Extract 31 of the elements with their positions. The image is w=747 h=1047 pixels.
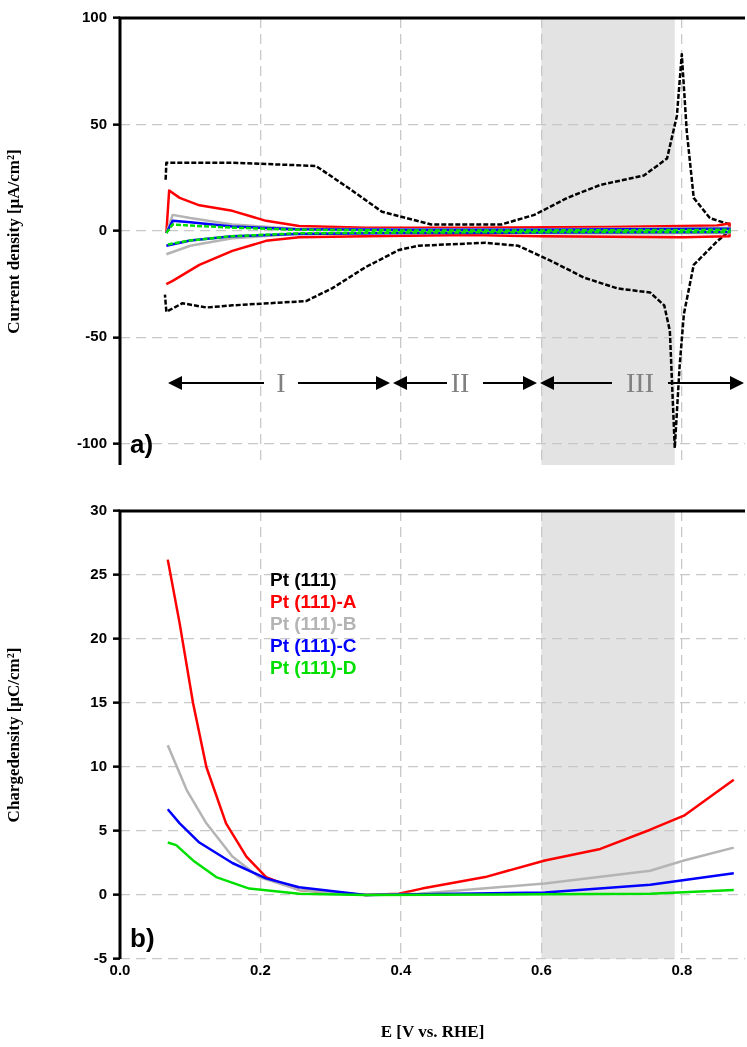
y-axis-title: Current density [μA/cm²] — [3, 149, 23, 334]
y-tick-label: 5 — [98, 821, 107, 839]
y-tick-label: -5 — [93, 949, 107, 967]
x-tick-label: 0.0 — [109, 961, 131, 979]
text: Pt (111)-B — [270, 613, 357, 635]
y-tick-label: 30 — [90, 501, 107, 519]
y-tick-label: 15 — [90, 693, 107, 711]
x-tick-label: 0.8 — [671, 961, 693, 979]
text: Pt (111)-A — [270, 591, 357, 613]
y-tick-label: -50 — [85, 327, 107, 345]
x-axis-title: E [V vs. RHE] — [380, 1022, 485, 1042]
y-tick-label: 50 — [90, 114, 107, 132]
y-axis-title: Chargedensity [μC/cm²] — [3, 647, 23, 823]
x-tick-label: 0.4 — [390, 961, 412, 979]
text: Pt (111)-C — [270, 635, 357, 657]
text: Pt (111)-D — [270, 657, 357, 679]
annotation: a) — [130, 429, 154, 460]
annotation: III — [625, 366, 655, 400]
legend-label: Pt (111) — [270, 569, 337, 591]
y-tick-label: -100 — [76, 433, 107, 451]
y-tick-label: 25 — [90, 565, 107, 583]
annotation: I — [275, 366, 287, 400]
x-tick-label: 0.6 — [530, 961, 552, 979]
annotation: b) — [130, 923, 155, 954]
y-tick-label: 0 — [98, 885, 107, 903]
annotation: II — [449, 366, 471, 400]
x-tick-label: 0.2 — [250, 961, 271, 979]
y-tick-label: 20 — [90, 629, 107, 647]
y-tick-label: 0 — [98, 221, 107, 238]
y-tick-label: 100 — [81, 8, 107, 26]
y-tick-label: 10 — [90, 757, 107, 775]
